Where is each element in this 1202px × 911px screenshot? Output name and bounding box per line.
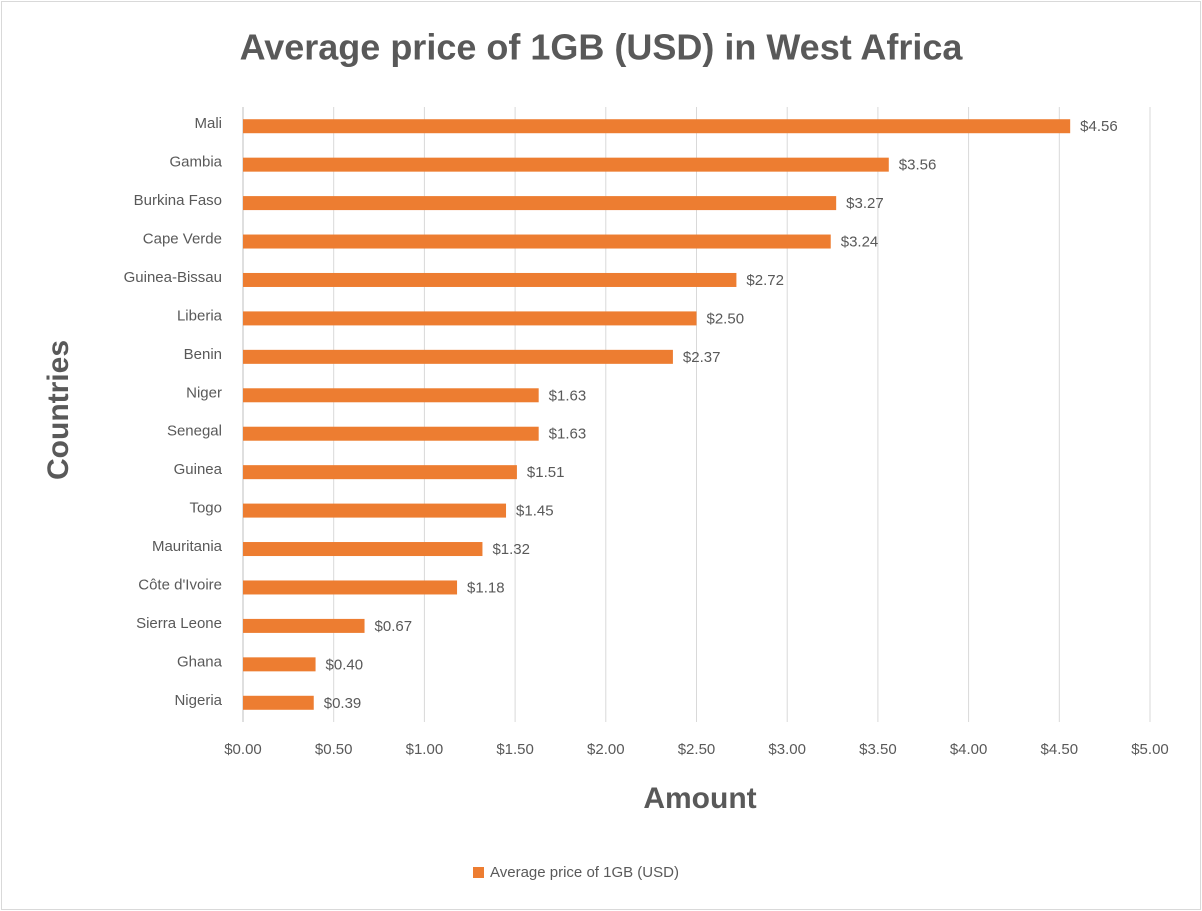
bar (243, 311, 697, 326)
bar (243, 695, 314, 710)
data-label: $3.27 (846, 195, 884, 212)
data-label: $0.40 (326, 656, 364, 673)
y-tick-label: Nigeria (174, 692, 222, 709)
data-label: $4.56 (1080, 118, 1118, 135)
y-tick-label: Guinea-Bissau (124, 269, 222, 286)
data-label: $3.56 (899, 157, 937, 174)
bar (243, 157, 889, 172)
bar (243, 272, 737, 287)
y-tick-label: Niger (186, 384, 222, 401)
x-tick-label: $3.50 (859, 741, 897, 758)
y-tick-label: Benin (184, 346, 222, 363)
data-label: $0.39 (324, 695, 362, 712)
bar (243, 119, 1071, 134)
data-label: $2.50 (707, 310, 745, 327)
y-tick-label: Mali (194, 115, 222, 132)
bar (243, 465, 517, 480)
bar (243, 349, 673, 364)
y-tick-label: Senegal (167, 423, 222, 440)
chart-title: Average price of 1GB (USD) in West Afric… (240, 27, 964, 68)
x-tick-label: $4.00 (950, 741, 988, 758)
bar (243, 618, 365, 633)
data-label: $0.67 (375, 618, 413, 635)
y-tick-label: Ghana (177, 653, 223, 670)
data-label: $1.63 (549, 426, 587, 443)
y-tick-label: Liberia (177, 307, 223, 324)
x-tick-label: $3.00 (768, 741, 806, 758)
y-tick-label: Gambia (169, 154, 222, 171)
bar (243, 388, 539, 403)
x-tick-label: $1.00 (406, 741, 444, 758)
x-tick-label: $0.50 (315, 741, 353, 758)
data-label: $1.51 (527, 464, 565, 481)
data-label: $1.18 (467, 579, 505, 596)
y-axis-label: Countries (42, 340, 75, 480)
legend-label: Average price of 1GB (USD) (490, 864, 679, 881)
y-tick-label: Burkina Faso (134, 192, 222, 209)
x-tick-label: $4.50 (1041, 741, 1079, 758)
bar (243, 503, 507, 518)
bar (243, 234, 831, 249)
x-tick-label: $2.50 (678, 741, 716, 758)
bar (243, 580, 458, 595)
y-tick-label: Guinea (174, 461, 223, 478)
y-tick-label: Côte d'Ivoire (138, 576, 222, 593)
x-axis-label: Amount (643, 782, 756, 815)
data-label: $1.45 (516, 503, 554, 520)
x-tick-label: $5.00 (1131, 741, 1169, 758)
bar (243, 542, 483, 557)
x-tick-label: $0.00 (224, 741, 262, 758)
data-label: $1.32 (492, 541, 530, 558)
bar (243, 426, 539, 441)
data-label: $2.72 (746, 272, 784, 289)
y-tick-label: Mauritania (152, 538, 223, 555)
data-label: $1.63 (549, 387, 587, 404)
y-tick-label: Togo (189, 500, 222, 517)
legend-swatch (473, 867, 484, 878)
y-tick-label: Sierra Leone (136, 615, 222, 632)
y-tick-label: Cape Verde (143, 231, 222, 248)
data-label: $3.24 (841, 234, 879, 251)
bar (243, 657, 316, 672)
data-label: $2.37 (683, 349, 721, 366)
bar (243, 196, 837, 211)
x-tick-label: $2.00 (587, 741, 625, 758)
x-tick-label: $1.50 (496, 741, 534, 758)
